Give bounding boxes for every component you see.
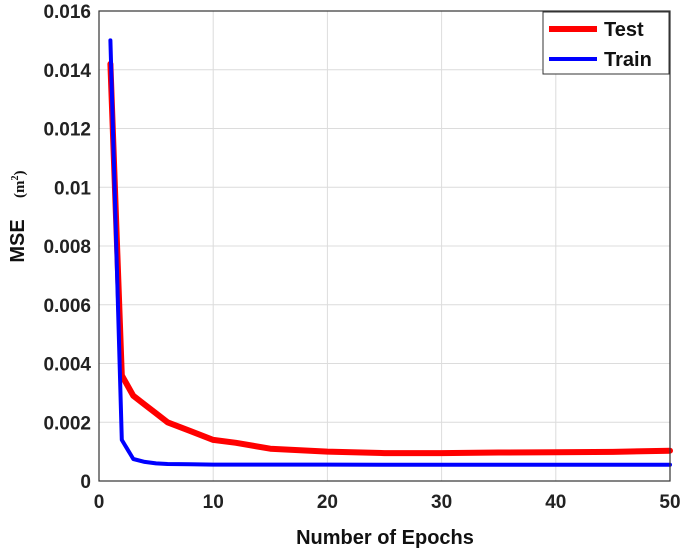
x-tick-label: 40 [545, 492, 566, 513]
legend-label-test: Test [604, 19, 644, 41]
x-tick-labels: 0 10 20 30 40 50 [94, 492, 681, 513]
y-tick-label: 0.004 [43, 355, 91, 376]
x-tick-label: 30 [431, 492, 452, 513]
legend: Test Train [542, 11, 670, 75]
y-tick-label: 0.014 [43, 61, 91, 82]
x-tick-label: 20 [317, 492, 338, 513]
plot-frame [98, 10, 671, 482]
x-tick-label: 50 [659, 492, 680, 513]
x-tick-label: 10 [203, 492, 224, 513]
legend-box [542, 11, 670, 75]
y-axis-unit-exponent: 2 [10, 176, 21, 181]
series-line-test [107, 60, 673, 457]
series-line-train [108, 38, 672, 467]
y-axis-unit: (m2) [10, 171, 28, 199]
y-tick-label: 0.012 [43, 120, 91, 141]
y-tick-label: 0.008 [43, 237, 91, 258]
y-axis-unit-close: ) [12, 171, 28, 176]
x-tick-label: 0 [94, 492, 105, 513]
y-tick-label: 0.002 [43, 413, 91, 434]
y-tick-label: 0 [80, 472, 91, 493]
series-layer [107, 38, 673, 467]
x-axis-title: Number of Epochs [296, 527, 474, 549]
y-axis-title-group: MSE (m2) [7, 171, 29, 263]
y-tick-label: 0.006 [43, 296, 91, 317]
y-axis-unit-base: (m [12, 180, 28, 198]
y-tick-labels: 0 0.002 0.004 0.006 0.008 0.01 0.012 0.014 0.016 [43, 2, 91, 493]
y-axis-title: MSE [7, 219, 29, 262]
legend-label-train: Train [604, 49, 652, 71]
y-tick-label: 0.016 [43, 2, 91, 23]
y-tick-label: 0.01 [54, 178, 91, 199]
